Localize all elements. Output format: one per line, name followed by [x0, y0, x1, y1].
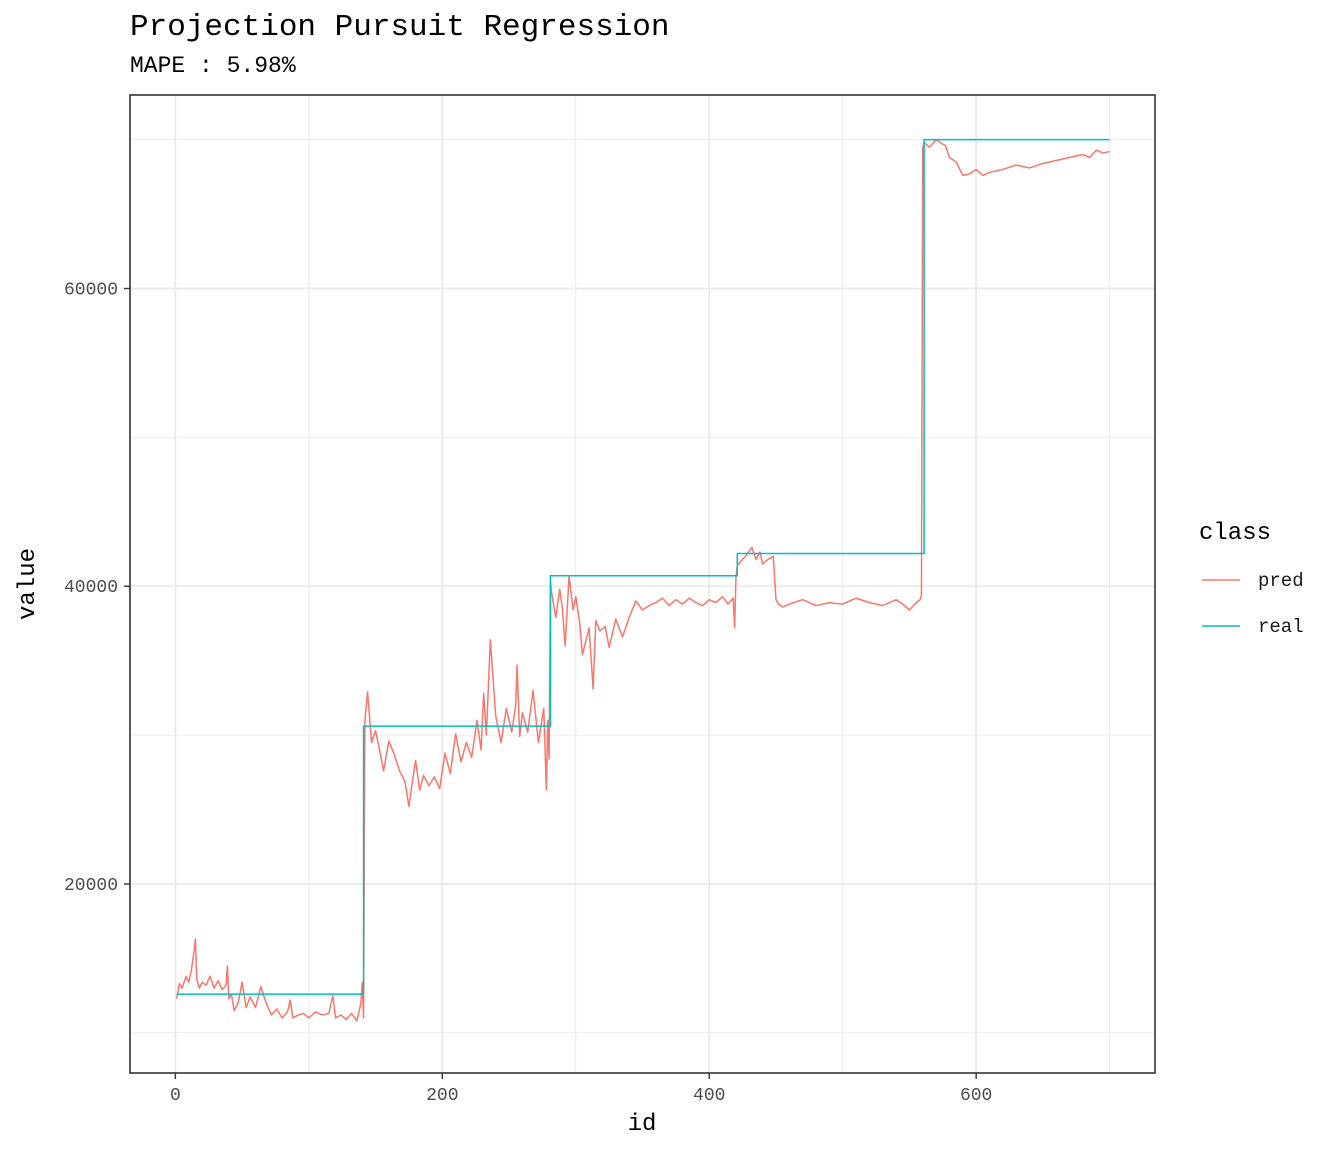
legend: class pred real	[1199, 520, 1304, 638]
x-axis-title: id	[628, 1111, 657, 1138]
plot-panel-border	[129, 94, 1156, 1074]
x-tick-label: 600	[960, 1086, 992, 1106]
x-tick-label: 0	[170, 1086, 181, 1106]
chart-title: Projection Pursuit Regression	[130, 10, 670, 45]
y-tick-label: 40000	[64, 578, 118, 598]
x-tick-label: 400	[693, 1086, 725, 1106]
y-tick-label: 20000	[64, 876, 118, 896]
series-line-pred	[175, 138, 1110, 1022]
x-tick-label: 200	[426, 1086, 458, 1106]
series-layer	[175, 138, 1110, 1022]
chart-subtitle: MAPE : 5.98%	[130, 53, 296, 79]
legend-label-pred: pred	[1258, 570, 1304, 592]
plot-background	[130, 95, 1155, 1073]
series-line-real	[176, 138, 1110, 995]
legend-title: class	[1199, 520, 1271, 547]
grid-minor	[130, 95, 1155, 1073]
y-axis-title: value	[15, 548, 42, 620]
legend-label-real: real	[1258, 616, 1304, 638]
y-axis: 20000 40000 60000	[64, 281, 130, 896]
x-axis: 0 200 400 600	[170, 1073, 992, 1106]
grid-major	[130, 95, 1155, 1073]
y-tick-label: 60000	[64, 281, 118, 301]
